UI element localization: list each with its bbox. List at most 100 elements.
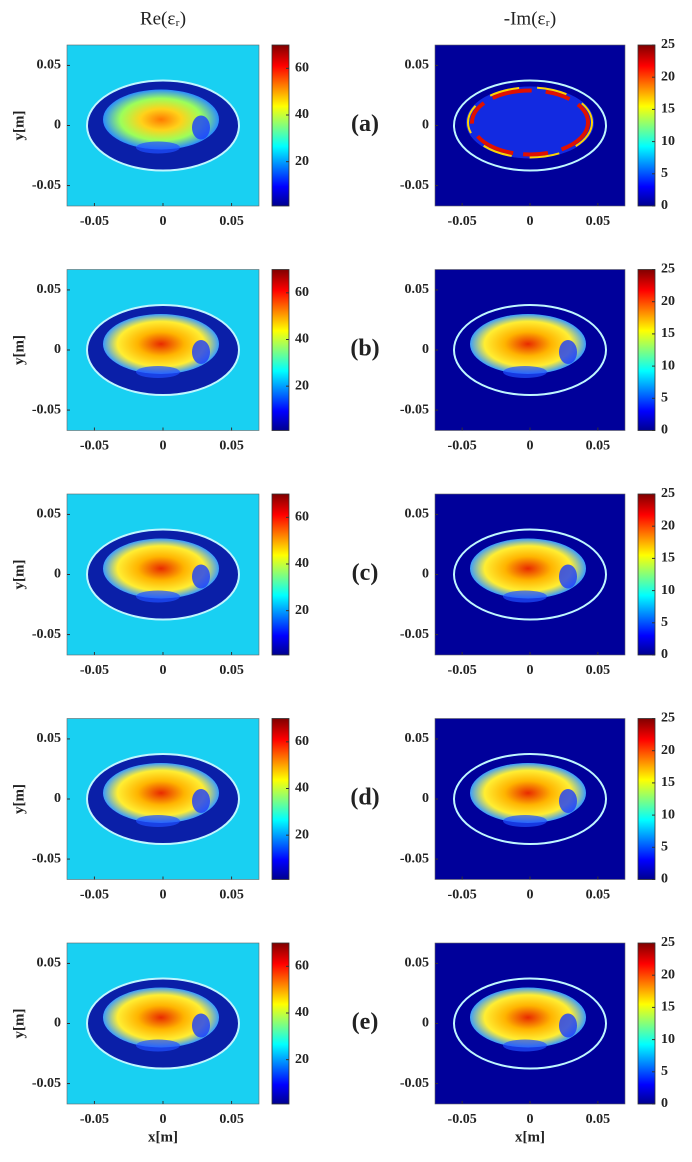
x-axis-label: x[m] <box>148 1129 178 1145</box>
colorbar-tick-label: 10 <box>661 583 675 598</box>
colorbar-tick-label: 5 <box>661 1064 668 1079</box>
colorbar-tick-label: 25 <box>661 711 675 726</box>
x-tick-label: -0.05 <box>80 439 109 454</box>
x-tick-label: -0.05 <box>448 214 477 229</box>
column-title: -Im(εᵣ) <box>504 8 556 29</box>
y-tick-label: -0.05 <box>400 402 429 417</box>
inner-region <box>103 314 219 374</box>
colorbar-tick-label: 60 <box>295 959 309 974</box>
y-tick-label: 0 <box>422 791 429 806</box>
x-tick-label: -0.05 <box>448 888 477 903</box>
x-tick-label: 0 <box>160 663 167 678</box>
x-tick-label: -0.05 <box>80 1112 109 1127</box>
y-tick-label: 0 <box>422 342 429 357</box>
y-tick-label: -0.05 <box>400 178 429 193</box>
column-title: Re(εᵣ) <box>140 8 186 29</box>
colorbar-tick-label: 15 <box>661 775 675 790</box>
colorbar-tick-label: 0 <box>661 1096 668 1111</box>
y-tick-label: 0.05 <box>405 956 430 971</box>
low-spot <box>559 1013 577 1038</box>
colorbar <box>637 269 656 431</box>
colorbar-tick-label: 5 <box>661 615 668 630</box>
x-tick-label: 0 <box>527 663 534 678</box>
y-tick-label: -0.05 <box>32 851 61 866</box>
colorbar-tick-label: 5 <box>661 166 668 181</box>
inner-region <box>470 763 586 823</box>
y-tick-label: 0.05 <box>405 58 430 73</box>
x-tick-label: 0.05 <box>586 439 611 454</box>
colorbar-tick-label: 60 <box>295 285 309 300</box>
colorbar <box>271 269 290 431</box>
y-axis-label: y[m] <box>11 335 27 365</box>
x-tick-label: 0 <box>160 439 167 454</box>
colorbar-tick-label: 20 <box>661 69 675 84</box>
colorbar-tick-label: 40 <box>295 107 309 122</box>
row-label: (d) <box>350 785 379 811</box>
colorbar-tick-label: 0 <box>661 423 668 438</box>
colorbar-tick-label: 15 <box>661 551 675 566</box>
inner-region <box>470 987 586 1048</box>
colorbar-tick-label: 20 <box>661 294 675 309</box>
colorbar-tick-label: 10 <box>661 1032 675 1047</box>
colorbar-tick-label: 10 <box>661 134 675 149</box>
inner-region <box>470 538 586 599</box>
colorbar-tick-label: 0 <box>661 647 668 662</box>
colorbar-tick-label: 20 <box>295 378 309 393</box>
x-axis-label: x[m] <box>515 1129 545 1145</box>
low-spot <box>192 564 210 589</box>
y-tick-label: 0.05 <box>405 731 430 746</box>
colorbar-tick-label: 10 <box>661 358 675 373</box>
colorbar-tick-label: 20 <box>295 827 309 842</box>
inner-region <box>103 538 219 599</box>
colorbar <box>271 44 290 207</box>
y-tick-label: 0 <box>54 342 61 357</box>
y-tick-label: 0.05 <box>37 507 62 522</box>
colorbar-tick-label: 60 <box>295 510 309 525</box>
inner-region <box>466 86 594 159</box>
y-tick-label: 0 <box>422 1016 429 1031</box>
y-axis-label: y[m] <box>11 111 27 141</box>
y-tick-label: 0.05 <box>405 282 430 297</box>
x-tick-label: -0.05 <box>448 663 477 678</box>
x-tick-label: 0.05 <box>586 1112 611 1127</box>
colorbar-tick-label: 25 <box>661 262 675 277</box>
colorbar <box>637 44 656 207</box>
y-tick-label: -0.05 <box>400 851 429 866</box>
low-spot <box>503 590 547 603</box>
colorbar-tick-label: 40 <box>295 556 309 571</box>
colorbar-tick-label: 0 <box>661 872 668 887</box>
y-tick-label: -0.05 <box>32 1076 61 1091</box>
low-spot <box>192 340 210 364</box>
inner-region <box>470 314 586 374</box>
y-tick-label: 0 <box>422 567 429 582</box>
y-tick-label: 0.05 <box>405 507 430 522</box>
colorbar-tick-label: 20 <box>661 518 675 533</box>
colorbar-tick-label: 60 <box>295 61 309 76</box>
x-tick-label: 0.05 <box>219 663 244 678</box>
colorbar-tick-label: 20 <box>295 1052 309 1067</box>
x-tick-label: 0 <box>527 888 534 903</box>
low-spot <box>136 366 180 378</box>
hot-ring <box>470 88 590 157</box>
y-tick-label: -0.05 <box>400 627 429 642</box>
row-label: (a) <box>351 111 379 137</box>
y-tick-label: -0.05 <box>32 178 61 193</box>
colorbar <box>271 942 290 1105</box>
x-tick-label: -0.05 <box>80 663 109 678</box>
y-tick-label: 0.05 <box>37 58 62 73</box>
colorbar <box>637 942 656 1105</box>
colorbar-tick-label: 5 <box>661 391 668 406</box>
low-spot <box>503 1039 547 1052</box>
x-tick-label: 0 <box>160 888 167 903</box>
low-spot <box>136 141 180 154</box>
x-tick-label: 0.05 <box>219 439 244 454</box>
x-tick-label: 0.05 <box>586 214 611 229</box>
x-tick-label: -0.05 <box>448 439 477 454</box>
colorbar-tick-label: 20 <box>295 603 309 618</box>
colorbar-tick-label: 40 <box>295 1005 309 1020</box>
y-tick-label: 0.05 <box>37 956 62 971</box>
colorbar-tick-label: 25 <box>661 37 675 52</box>
y-axis-label: y[m] <box>11 784 27 814</box>
colorbar-tick-label: 25 <box>661 935 675 950</box>
colorbar-tick-label: 40 <box>295 781 309 796</box>
